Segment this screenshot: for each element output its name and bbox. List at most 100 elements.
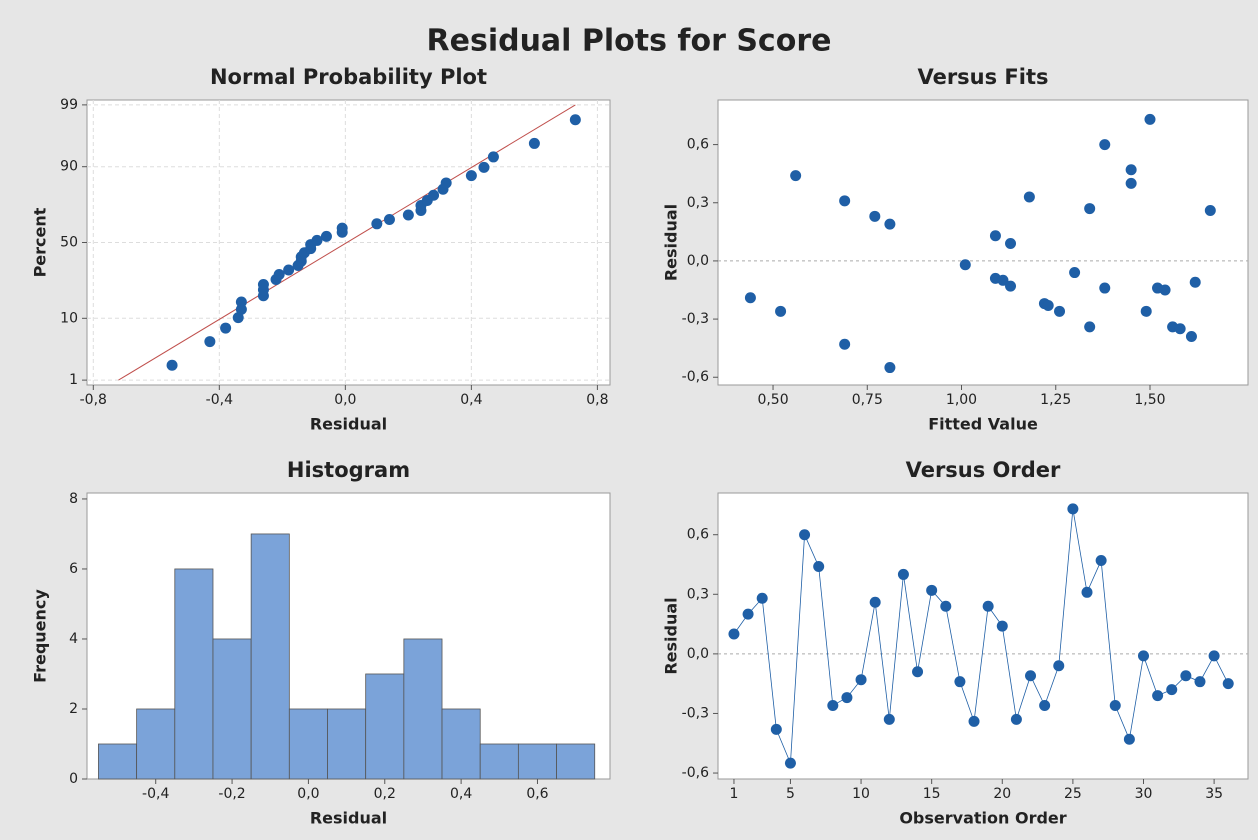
- point: [1005, 280, 1017, 292]
- point: [1099, 282, 1111, 294]
- y-tick-label: 6: [69, 561, 78, 577]
- point: [989, 230, 1001, 242]
- y-axis-label: Frequency: [31, 589, 50, 683]
- x-tick-label: 0,8: [586, 392, 608, 408]
- y-tick-label: 0,0: [687, 646, 709, 662]
- point: [770, 723, 782, 735]
- point: [402, 209, 414, 221]
- y-tick-label: -0,6: [682, 369, 709, 385]
- bar: [98, 743, 138, 780]
- bar: [517, 743, 557, 780]
- bar: [212, 638, 252, 780]
- point: [940, 600, 952, 612]
- point: [311, 234, 323, 246]
- x-tick-label: 1,50: [1134, 392, 1165, 408]
- x-tick-label: 0,75: [852, 392, 883, 408]
- point: [813, 560, 825, 572]
- y-tick-label: 0,3: [687, 195, 709, 211]
- panel-title: Versus Fits: [917, 65, 1048, 89]
- x-tick-label: 0,6: [526, 786, 548, 802]
- point: [784, 757, 796, 769]
- point: [220, 322, 232, 334]
- point: [440, 177, 452, 189]
- point: [1208, 650, 1220, 662]
- plot-area: [717, 99, 1249, 386]
- x-tick-label: 10: [852, 786, 870, 802]
- point: [1095, 555, 1107, 567]
- point: [869, 596, 881, 608]
- panel-title: Histogram: [287, 458, 410, 482]
- point: [1152, 690, 1164, 702]
- x-tick-label: 0,4: [450, 786, 472, 802]
- plot-area: [717, 492, 1249, 780]
- point: [465, 170, 477, 182]
- point: [569, 114, 581, 126]
- point: [1010, 713, 1022, 725]
- point: [1144, 113, 1156, 125]
- point: [883, 713, 895, 725]
- point: [954, 676, 966, 688]
- x-axis-label: Residual: [310, 809, 387, 828]
- point: [1053, 660, 1065, 672]
- point: [1084, 321, 1096, 333]
- point: [756, 592, 768, 604]
- y-axis-label: Residual: [662, 597, 681, 674]
- point: [1204, 205, 1216, 217]
- point: [1222, 678, 1234, 690]
- point: [926, 584, 938, 596]
- point: [1084, 203, 1096, 215]
- point: [884, 362, 896, 374]
- point: [1023, 191, 1035, 203]
- y-tick-label: 99: [60, 97, 78, 113]
- y-tick-label: 4: [69, 631, 78, 647]
- point: [742, 608, 754, 620]
- point: [1185, 331, 1197, 343]
- point: [1067, 503, 1079, 515]
- point: [997, 274, 1009, 286]
- point: [982, 600, 994, 612]
- point: [839, 195, 851, 207]
- point: [1081, 586, 1093, 598]
- point: [478, 161, 490, 173]
- point: [1005, 237, 1017, 249]
- x-tick-label: 20: [993, 786, 1011, 802]
- point: [383, 214, 395, 226]
- point: [320, 230, 332, 242]
- y-axis-label: Residual: [662, 204, 681, 281]
- main-title: Residual Plots for Score: [427, 24, 832, 59]
- point: [855, 674, 867, 686]
- point: [912, 666, 924, 678]
- point: [528, 137, 540, 149]
- point: [1189, 276, 1201, 288]
- point: [1166, 684, 1178, 696]
- x-tick-label: 0,0: [334, 392, 356, 408]
- bar: [441, 708, 481, 780]
- point: [1159, 284, 1171, 296]
- y-axis-label: Percent: [31, 207, 50, 277]
- point: [166, 359, 178, 371]
- panel-title: Normal Probability Plot: [210, 65, 487, 89]
- bar: [365, 673, 405, 780]
- x-tick-label: 15: [923, 786, 941, 802]
- point: [728, 628, 740, 640]
- y-tick-label: -0,3: [682, 311, 709, 327]
- y-tick-label: 90: [60, 159, 78, 175]
- y-tick-label: 10: [60, 310, 78, 326]
- point: [336, 222, 348, 234]
- y-tick-label: 2: [69, 701, 78, 717]
- point: [1125, 164, 1137, 176]
- fit-line: [118, 104, 576, 381]
- x-tick-label: 0,50: [757, 392, 788, 408]
- bar: [327, 708, 367, 780]
- x-axis-label: Fitted Value: [928, 415, 1038, 434]
- point: [799, 529, 811, 541]
- point: [1137, 650, 1149, 662]
- point: [273, 269, 285, 281]
- y-tick-label: 50: [60, 235, 78, 251]
- y-tick-label: 0,6: [687, 527, 709, 543]
- x-tick-label: -0,2: [218, 786, 245, 802]
- x-tick-label: -0,4: [142, 786, 169, 802]
- line: [733, 508, 1229, 764]
- y-tick-label: 8: [69, 491, 78, 507]
- point: [428, 189, 440, 201]
